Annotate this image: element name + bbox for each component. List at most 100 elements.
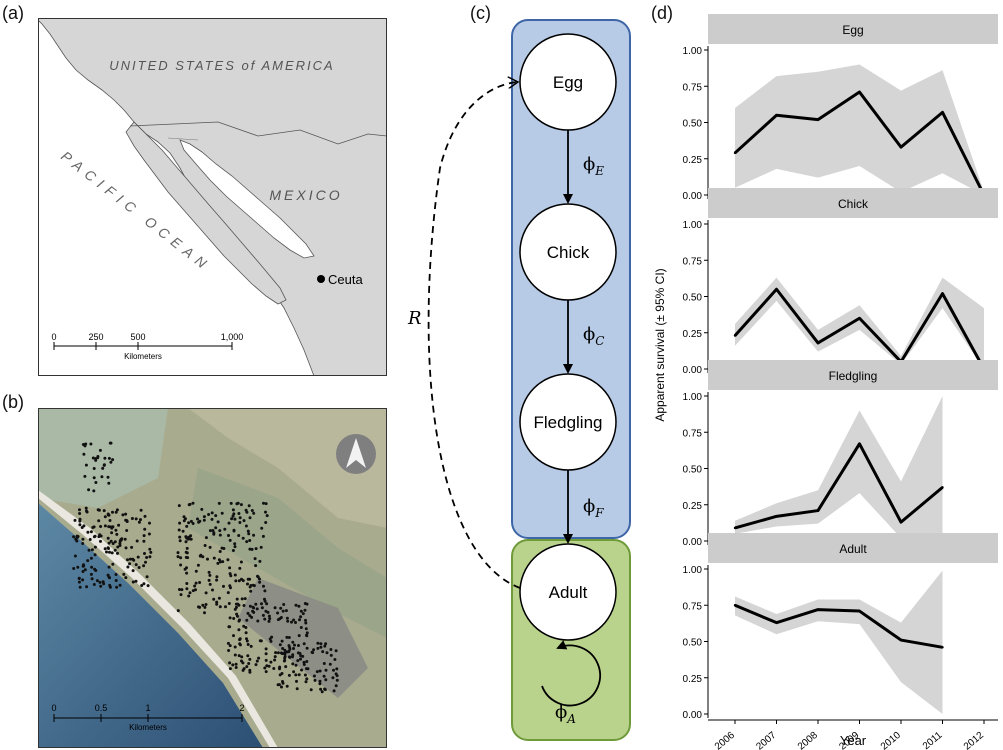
nest-point (207, 570, 211, 574)
nest-point (264, 502, 268, 506)
nest-point (227, 649, 231, 652)
nest-point (286, 619, 290, 623)
nest-point (100, 475, 104, 479)
nest-point (196, 563, 200, 567)
facet-chick: Chick 0.00 0.25 0.50 0.75 1.00 (683, 188, 998, 376)
data-point (858, 609, 861, 613)
nest-point (78, 523, 82, 527)
nest-point (318, 679, 322, 683)
nest-point (241, 536, 245, 540)
nest-point (208, 545, 212, 549)
nest-point (81, 537, 85, 541)
phi-e-label: ϕE (583, 154, 604, 178)
nest-point (110, 526, 114, 530)
ci-ribbon-adult (735, 570, 943, 714)
nest-point (114, 579, 118, 582)
nest-point (125, 529, 129, 532)
nest-point (143, 552, 146, 555)
nest-point (273, 655, 277, 659)
nest-point (145, 556, 149, 559)
egg-node-label: Egg (553, 73, 583, 92)
x-tick-label: 2007 (754, 730, 778, 750)
nest-point (325, 651, 329, 655)
recruitment-label: R (407, 308, 422, 329)
nest-point (228, 538, 232, 542)
nest-point (282, 603, 286, 606)
nest-point (318, 682, 322, 686)
nest-point (323, 687, 327, 691)
nest-point (217, 596, 221, 600)
nest-point (109, 460, 113, 464)
nest-point (260, 526, 264, 530)
facet-strip (708, 188, 998, 218)
nest-point (260, 606, 264, 610)
nest-point (108, 550, 111, 554)
nest-point (113, 540, 117, 544)
nest-point (312, 674, 316, 678)
data-point (775, 288, 778, 291)
nest-point (109, 441, 113, 445)
nest-point (184, 550, 188, 554)
nest-point (196, 517, 199, 521)
nest-point (114, 528, 118, 532)
nest-point (227, 602, 231, 605)
nest-point (137, 566, 141, 569)
nest-point (216, 561, 220, 565)
nest-point (107, 541, 111, 545)
nest-point (303, 673, 307, 677)
nest-point (182, 519, 186, 523)
nest-point (125, 520, 129, 523)
nest-point (144, 560, 147, 564)
nest-point (130, 517, 134, 520)
scale-b-unit: Kilometers (129, 723, 167, 732)
nest-point (235, 597, 239, 601)
nest-point (263, 666, 267, 670)
nest-point (218, 529, 222, 533)
nest-point (279, 651, 283, 655)
x-tick-label: 2006 (713, 730, 737, 750)
scale-a-tick-0: 0 (51, 332, 56, 342)
nest-point (284, 665, 288, 669)
nest-point (313, 678, 317, 682)
nest-point (234, 662, 238, 666)
facet-adult: Adult 0.00 0.25 0.50 0.75 1.00 (683, 533, 998, 721)
nest-point (267, 619, 271, 623)
nest-point (218, 560, 222, 564)
nest-point (118, 541, 122, 545)
nest-point (105, 550, 108, 554)
nest-point (293, 643, 296, 647)
nest-point (228, 616, 232, 620)
data-point (816, 118, 820, 121)
nest-point (245, 665, 249, 669)
nest-point (134, 563, 138, 567)
nest-point (212, 531, 216, 535)
nest-point (181, 529, 185, 533)
nest-point (250, 509, 254, 512)
map-b-scale-bar: 0 0.5 1 2 Kilometers (51, 703, 244, 732)
nest-point (305, 677, 309, 681)
nest-point (78, 517, 82, 521)
nest-point (305, 634, 309, 638)
facet-strip (708, 533, 998, 563)
nest-point (203, 611, 206, 615)
nest-point (185, 546, 189, 550)
nest-point (240, 597, 244, 601)
nest-point (106, 513, 110, 517)
nest-point (107, 565, 111, 569)
nest-point (83, 568, 87, 572)
nest-point (264, 652, 268, 656)
nest-point (89, 530, 93, 534)
nest-point (98, 533, 102, 537)
nest-point (300, 668, 304, 672)
nest-point (288, 655, 291, 659)
nest-point (187, 521, 191, 525)
nest-point (103, 456, 107, 460)
nest-point (256, 619, 260, 623)
nest-point (329, 648, 333, 651)
nest-point (273, 658, 277, 662)
gulf-of-california (179, 139, 315, 259)
nest-point (218, 550, 222, 553)
nest-point (265, 514, 269, 518)
nest-point (231, 663, 235, 667)
y-tick-label: 0.00 (683, 191, 703, 202)
